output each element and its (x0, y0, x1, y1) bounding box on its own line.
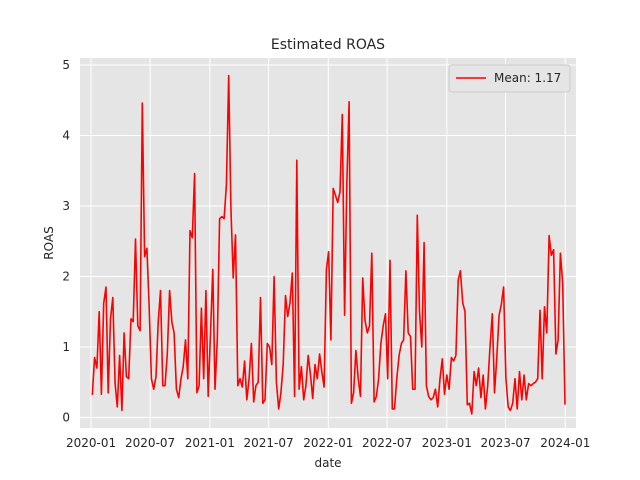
legend: Mean: 1.17 (448, 64, 571, 93)
y-tick-label: 5 (62, 58, 70, 72)
y-tick-label: 1 (62, 340, 70, 354)
x-tick-label: 2020-07 (125, 436, 175, 450)
x-tick-label: 2022-01 (303, 436, 353, 450)
legend-box (448, 64, 571, 93)
x-axis-ticks: 2020-01 2020-07 2021-01 2021-07 2022-01 2022-… (66, 436, 590, 450)
series-line (91, 74, 566, 415)
legend-entry: Mean: 1.17 (494, 71, 561, 85)
x-tick-label: 2023-07 (480, 436, 530, 450)
y-tick-label: 2 (62, 269, 70, 283)
x-tick-label: 2021-07 (244, 436, 294, 450)
x-tick-label: 2021-01 (185, 436, 235, 450)
y-tick-label: 3 (62, 199, 70, 213)
y-axis-label: ROAS (42, 226, 56, 259)
y-axis-ticks: 0 1 2 3 4 5 (62, 58, 70, 424)
x-tick-label: 2022-07 (362, 436, 412, 450)
chart-title: Estimated ROAS (271, 37, 385, 53)
y-tick-label: 4 (62, 129, 70, 143)
y-tick-label: 0 (62, 410, 70, 424)
x-tick-label: 2020-01 (66, 436, 116, 450)
x-axis-label: date (314, 456, 341, 470)
x-tick-label: 2024-01 (540, 436, 590, 450)
x-tick-label: 2023-01 (422, 436, 472, 450)
